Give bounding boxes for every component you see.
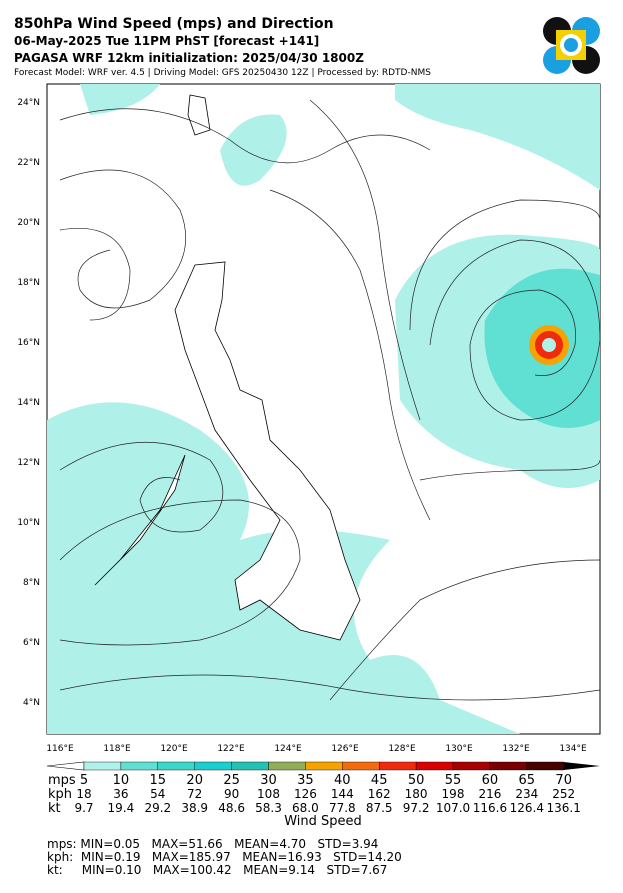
unit-label: kph [48, 787, 72, 802]
colorbar-segment [342, 761, 380, 771]
colorbar-segment [194, 761, 232, 771]
colorbar-value: 234 [515, 787, 538, 801]
unit-label: kt [48, 801, 61, 816]
colorbar-value: 126 [294, 787, 317, 801]
colorbar-value: 50 [408, 773, 425, 788]
map [46, 83, 601, 735]
lat-label: 14°N [17, 398, 40, 408]
stats-line: mps: MIN=0.05 MAX=51.66 MEAN=4.70 STD=3.… [47, 837, 378, 851]
colorbar-segment [489, 761, 527, 771]
colorbar-label: Wind Speed [284, 814, 362, 829]
lon-label: 126°E [331, 744, 359, 754]
colorbar-value: 25 [223, 773, 240, 788]
lat-label: 22°N [17, 158, 40, 168]
info: Forecast Model: WRF ver. 4.5 | Driving M… [14, 68, 431, 78]
colorbar-high [563, 762, 600, 770]
logo [543, 17, 600, 74]
colorbar-segment [526, 761, 564, 771]
stats-line: kt: MIN=0.10 MAX=100.42 MEAN=9.14 STD=7.… [47, 863, 387, 877]
colorbar-value: 136.1 [547, 801, 581, 815]
colorbar-value: 48.6 [218, 801, 245, 815]
colorbar-value: 198 [442, 787, 465, 801]
stats-line: kph: MIN=0.19 MAX=185.97 MEAN=16.93 STD=… [47, 850, 402, 864]
colorbar-value: 36 [113, 787, 128, 801]
colorbar-value: 72 [187, 787, 202, 801]
unit-label: mps [48, 773, 76, 788]
colorbar-value: 116.6 [473, 801, 507, 815]
lon-label: 134°E [559, 744, 587, 754]
colorbar-value: 216 [478, 787, 501, 801]
colorbar-segment [231, 761, 269, 771]
colorbar-value: 19.4 [108, 801, 135, 815]
colorbar-value: 65 [519, 773, 536, 788]
colorbar-value: 162 [368, 787, 391, 801]
lat-label: 8°N [23, 578, 40, 588]
lon-label: 120°E [160, 744, 188, 754]
colorbar-value: 77.8 [329, 801, 356, 815]
colorbar-value: 55 [445, 773, 462, 788]
colorbar-value: 107.0 [436, 801, 470, 815]
lat-label: 20°N [17, 218, 40, 228]
colorbar-value: 90 [224, 787, 239, 801]
lon-label: 124°E [274, 744, 302, 754]
lat-label: 6°N [23, 638, 40, 648]
colorbar-value: 40 [334, 773, 351, 788]
colorbar-value: 108 [257, 787, 280, 801]
colorbar-value: 54 [150, 787, 165, 801]
colorbar-value: 18 [76, 787, 91, 801]
lat-label: 4°N [23, 698, 40, 708]
colorbar-value: 58.3 [255, 801, 282, 815]
lon-label: 116°E [46, 744, 74, 754]
colorbar-value: 35 [297, 773, 314, 788]
colorbar-segment [157, 761, 195, 771]
colorbar-value: 97.2 [403, 801, 430, 815]
colorbar-value: 45 [371, 773, 388, 788]
colorbar-segment [83, 761, 122, 771]
lat-label: 18°N [17, 278, 40, 288]
valid-time: 06-May-2025 Tue 11PM PhST [forecast +141… [14, 34, 319, 48]
colorbar-value: 68.0 [292, 801, 319, 815]
colorbar-value: 15 [150, 773, 167, 788]
title: 850hPa Wind Speed (mps) and Direction [14, 16, 334, 32]
lat-label: 24°N [17, 98, 40, 108]
lon-label: 122°E [217, 744, 245, 754]
colorbar-value: 29.2 [144, 801, 171, 815]
colorbar-segment [120, 761, 159, 771]
colorbar-value: 38.9 [181, 801, 208, 815]
lon-label: 118°E [103, 744, 131, 754]
lat-label: 16°N [17, 338, 40, 348]
colorbar-value: 126.4 [510, 801, 544, 815]
colorbar-segment [268, 761, 306, 771]
colorbar-low [46, 761, 85, 771]
lon-label: 130°E [445, 744, 473, 754]
colorbar-value: 252 [552, 787, 575, 801]
colorbar-value: 144 [331, 787, 354, 801]
colorbar-value: 9.7 [74, 801, 93, 815]
colorbar-segment [415, 761, 454, 771]
colorbar-segment [452, 761, 491, 771]
colorbar-value: 87.5 [366, 801, 393, 815]
colorbar-value: 180 [405, 787, 428, 801]
lon-label: 132°E [502, 744, 530, 754]
colorbar-value: 70 [555, 773, 572, 788]
colorbar-segment [379, 761, 417, 771]
colorbar-value: 60 [482, 773, 499, 788]
colorbar-value: 20 [186, 773, 203, 788]
lat-label: 12°N [17, 458, 40, 468]
colorbar-value: 30 [260, 773, 277, 788]
lat-label: 10°N [17, 518, 40, 528]
lon-label: 128°E [388, 744, 416, 754]
colorbar-segment [305, 761, 343, 771]
colorbar-value: 10 [113, 773, 130, 788]
init-time: PAGASA WRF 12km initialization: 2025/04/… [14, 51, 364, 65]
colorbar-value: 5 [80, 773, 88, 788]
